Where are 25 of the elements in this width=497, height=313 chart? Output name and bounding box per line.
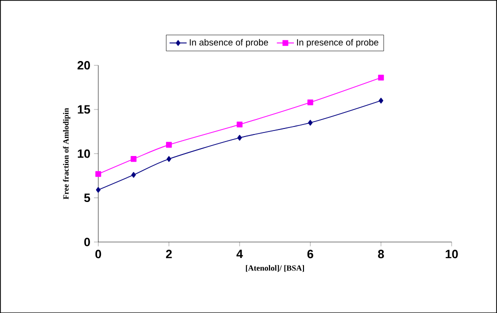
x-tick-label: 10 — [446, 250, 458, 258]
point — [166, 156, 172, 162]
y-tick-label: 15 — [78, 105, 90, 114]
y-tick-label: 5 — [84, 194, 90, 202]
point — [131, 172, 136, 178]
x-tick-label: 8 — [378, 250, 384, 258]
point — [166, 142, 172, 148]
y-tick-label: 0 — [84, 238, 90, 246]
point — [236, 121, 243, 128]
x-tick-label: 4 — [236, 250, 243, 258]
y-tick-label: 20 — [78, 60, 90, 70]
x-tick-label: 0 — [95, 250, 102, 258]
x-tick-label: 2 — [166, 250, 172, 258]
point — [308, 120, 313, 126]
point — [130, 156, 136, 162]
y-tick-label: 10 — [78, 149, 90, 158]
point — [95, 170, 102, 177]
legend-label: In absence of probe — [190, 38, 268, 48]
point — [378, 74, 384, 80]
legend-label: In presence of probe — [297, 38, 378, 48]
point — [378, 98, 384, 104]
point — [96, 186, 101, 193]
point — [237, 134, 242, 141]
point — [307, 99, 314, 106]
x-tick-label: 6 — [307, 250, 314, 258]
